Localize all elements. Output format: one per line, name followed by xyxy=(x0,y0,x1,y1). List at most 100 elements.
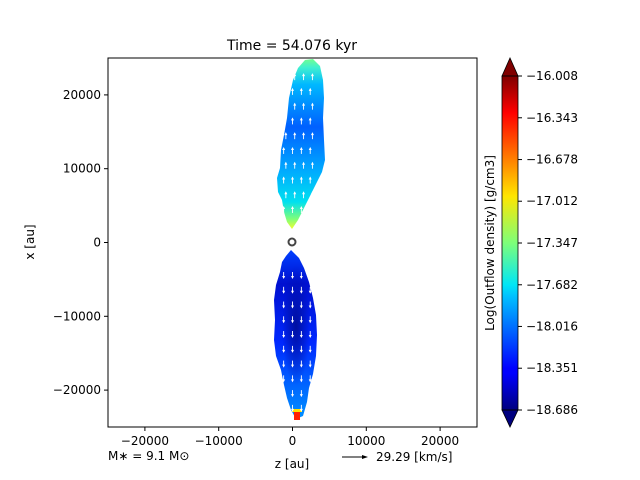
velocity-reference-label: 29.29 [km/s] xyxy=(376,450,452,464)
plot-area xyxy=(274,59,325,420)
velocity-arrowhead xyxy=(291,176,294,180)
velocity-arrowhead xyxy=(299,320,303,324)
velocity-arrowhead xyxy=(291,320,294,324)
velocity-arrowhead xyxy=(291,305,294,309)
velocity-arrowhead xyxy=(299,205,303,209)
velocity-arrowhead xyxy=(284,132,288,136)
colorbar-tick-label: −17.682 xyxy=(526,278,578,292)
velocity-arrowhead xyxy=(310,161,314,165)
velocity-arrowhead xyxy=(310,191,314,195)
y-tick-label: 10000 xyxy=(63,162,101,176)
velocity-arrowhead xyxy=(310,102,314,106)
velocity-arrowhead xyxy=(291,117,294,121)
velocity-arrowhead xyxy=(299,364,303,368)
velocity-arrowhead xyxy=(308,276,312,280)
velocity-arrowhead xyxy=(299,349,303,353)
velocity-reference: 29.29 [km/s] xyxy=(342,450,452,464)
y-axis-label: x [au] xyxy=(23,224,37,259)
velocity-arrowhead xyxy=(291,349,294,353)
x-tick-label: −10000 xyxy=(195,434,243,448)
velocity-reference-arrowhead xyxy=(362,455,368,459)
velocity-arrowhead xyxy=(282,117,286,121)
velocity-arrowhead xyxy=(302,102,306,106)
colorbar: −16.008 −16.343 −16.678 −17.012 −17.347 −17.6… xyxy=(483,57,578,428)
velocity-arrowhead xyxy=(282,146,286,150)
velocity-arrowhead xyxy=(299,276,303,280)
y-tick-label: −20000 xyxy=(53,383,101,397)
chart-title: Time = 54.076 kyr xyxy=(226,38,357,54)
velocity-arrowhead xyxy=(299,146,303,150)
velocity-arrowhead xyxy=(308,394,312,398)
velocity-arrowhead xyxy=(284,102,288,106)
velocity-arrowhead xyxy=(308,379,312,383)
velocity-arrowhead xyxy=(308,290,312,294)
velocity-arrowhead xyxy=(282,379,286,383)
star-marker xyxy=(287,237,297,247)
velocity-arrowhead xyxy=(299,408,303,412)
lower-lobe-tip-red xyxy=(294,412,300,420)
velocity-arrowhead xyxy=(282,176,286,180)
velocity-arrowhead xyxy=(308,117,312,121)
velocity-arrowhead xyxy=(282,349,286,353)
velocity-arrowhead xyxy=(310,132,314,136)
velocity-arrowhead xyxy=(291,379,294,383)
velocity-arrowhead xyxy=(282,87,286,91)
velocity-arrowhead xyxy=(293,102,297,106)
velocity-arrowhead xyxy=(282,305,286,309)
velocity-arrowhead xyxy=(308,305,312,309)
lower-lobe-tip-yellow xyxy=(292,409,302,412)
colorbar-tick-label: −18.016 xyxy=(526,319,578,333)
x-tick-label: 10000 xyxy=(347,434,385,448)
x-axis-label: z [au] xyxy=(275,457,309,471)
velocity-arrowhead xyxy=(291,335,294,339)
velocity-arrowhead xyxy=(293,73,297,77)
colorbar-label: Log(Outflow density) [g/cm3] xyxy=(483,155,497,331)
velocity-arrowhead xyxy=(291,290,294,294)
velocity-arrowhead xyxy=(284,73,288,77)
velocity-arrowhead xyxy=(282,408,286,412)
colorbar-tick-label: −16.678 xyxy=(526,153,578,167)
velocity-arrowhead xyxy=(293,161,297,165)
velocity-arrowhead xyxy=(308,320,312,324)
velocity-arrowhead xyxy=(302,73,306,77)
y-tick-label: −10000 xyxy=(53,309,101,323)
velocity-arrowhead xyxy=(299,117,303,121)
velocity-arrowhead xyxy=(291,276,294,280)
velocity-vectors xyxy=(282,73,314,412)
velocity-arrowhead xyxy=(291,408,294,412)
velocity-arrowhead xyxy=(302,161,306,165)
velocity-arrowhead xyxy=(308,205,312,209)
x-axis-ticks: −20000 −10000 0 10000 20000 xyxy=(121,427,459,448)
velocity-arrowhead xyxy=(282,276,286,280)
velocity-arrowhead xyxy=(291,87,294,91)
colorbar-tick-label: −18.351 xyxy=(526,361,578,375)
velocity-arrowhead xyxy=(293,191,297,195)
velocity-arrowhead xyxy=(291,146,294,150)
velocity-arrowhead xyxy=(308,335,312,339)
colorbar-tick-label: −16.343 xyxy=(526,111,578,125)
colorbar-ticks: −16.008 −16.343 −16.678 −17.012 −17.347 −17.6… xyxy=(518,69,578,417)
x-tick-label: 0 xyxy=(289,434,297,448)
velocity-arrowhead xyxy=(291,394,294,398)
velocity-arrowhead xyxy=(282,335,286,339)
x-tick-label: 20000 xyxy=(421,434,459,448)
velocity-arrowhead xyxy=(282,320,286,324)
colorbar-tick-label: −17.347 xyxy=(526,236,578,250)
velocity-arrowhead xyxy=(308,349,312,353)
velocity-arrowhead xyxy=(299,87,303,91)
colorbar-max-extend xyxy=(501,57,519,77)
colorbar-gradient xyxy=(502,76,518,410)
velocity-arrowhead xyxy=(299,379,303,383)
colorbar-tick-label: −16.008 xyxy=(526,69,578,83)
velocity-arrowhead xyxy=(284,191,288,195)
velocity-arrowhead xyxy=(302,132,306,136)
x-tick-label: −20000 xyxy=(121,434,169,448)
y-axis-ticks: 20000 10000 0 −10000 −20000 xyxy=(53,88,108,397)
velocity-arrowhead xyxy=(282,364,286,368)
upper-outflow-lobe xyxy=(277,59,325,229)
velocity-arrowhead xyxy=(291,364,294,368)
colorbar-min-extend xyxy=(501,409,519,428)
velocity-arrowhead xyxy=(291,205,294,209)
velocity-arrowhead xyxy=(284,161,288,165)
